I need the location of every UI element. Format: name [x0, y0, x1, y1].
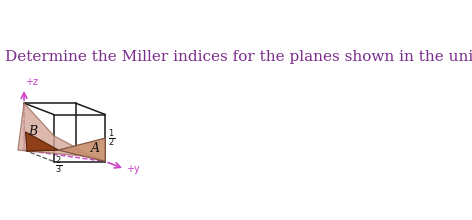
Polygon shape	[59, 138, 105, 161]
Polygon shape	[18, 103, 93, 157]
Text: +y: +y	[126, 164, 140, 174]
Text: $\frac{1}{2}$: $\frac{1}{2}$	[108, 127, 115, 149]
Text: A: A	[91, 142, 100, 155]
Text: $\frac{2}{3}$: $\frac{2}{3}$	[55, 154, 62, 176]
Text: +z: +z	[25, 77, 38, 87]
Polygon shape	[25, 132, 59, 151]
Text: B: B	[28, 125, 38, 138]
Text: Determine the Miller indices for the planes shown in the unit cell below.: Determine the Miller indices for the pla…	[5, 50, 472, 64]
